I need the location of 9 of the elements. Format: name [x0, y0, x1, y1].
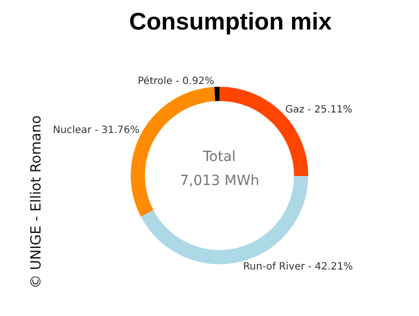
slice-label: Gaz - 25.11%	[285, 104, 352, 116]
donut-slice	[214, 86, 220, 102]
slice-label: Run-of River - 42.21%	[243, 261, 353, 272]
text: 7,013 MWh	[180, 173, 260, 189]
chart-title: Consumption mix	[129, 8, 332, 36]
text: © UNIGE - Elliot Romano	[28, 115, 44, 289]
text: Total	[202, 149, 236, 165]
slice-label: Pétrole - 0.92%	[138, 76, 214, 87]
slice-label: Nuclear - 31.76%	[52, 124, 140, 136]
